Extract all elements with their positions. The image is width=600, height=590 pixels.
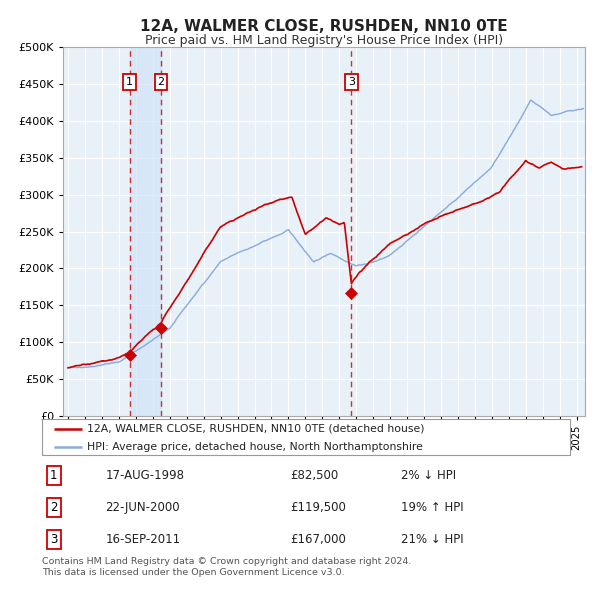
Text: 3: 3 [348, 77, 355, 87]
Text: Price paid vs. HM Land Registry's House Price Index (HPI): Price paid vs. HM Land Registry's House … [145, 34, 503, 47]
Text: 16-SEP-2011: 16-SEP-2011 [106, 533, 181, 546]
FancyBboxPatch shape [42, 419, 570, 455]
Text: This data is licensed under the Open Government Licence v3.0.: This data is licensed under the Open Gov… [42, 568, 344, 577]
Text: 17-AUG-1998: 17-AUG-1998 [106, 469, 184, 482]
Bar [130, 47, 161, 416]
Text: 12A, WALMER CLOSE, RUSHDEN, NN10 0TE (detached house): 12A, WALMER CLOSE, RUSHDEN, NN10 0TE (de… [87, 424, 424, 434]
Text: £119,500: £119,500 [290, 501, 346, 514]
Text: 1: 1 [50, 469, 58, 482]
Text: HPI: Average price, detached house, North Northamptonshire: HPI: Average price, detached house, Nort… [87, 442, 423, 453]
Text: 19% ↑ HPI: 19% ↑ HPI [401, 501, 464, 514]
Text: 2: 2 [157, 77, 164, 87]
Text: 21% ↓ HPI: 21% ↓ HPI [401, 533, 464, 546]
Text: 2% ↓ HPI: 2% ↓ HPI [401, 469, 456, 482]
Text: £167,000: £167,000 [290, 533, 346, 546]
Text: 1: 1 [126, 77, 133, 87]
Text: 22-JUN-2000: 22-JUN-2000 [106, 501, 180, 514]
Text: 2: 2 [50, 501, 58, 514]
Text: 3: 3 [50, 533, 58, 546]
Text: Contains HM Land Registry data © Crown copyright and database right 2024.: Contains HM Land Registry data © Crown c… [42, 558, 412, 566]
Text: 12A, WALMER CLOSE, RUSHDEN, NN10 0TE: 12A, WALMER CLOSE, RUSHDEN, NN10 0TE [140, 19, 508, 34]
Text: £82,500: £82,500 [290, 469, 338, 482]
